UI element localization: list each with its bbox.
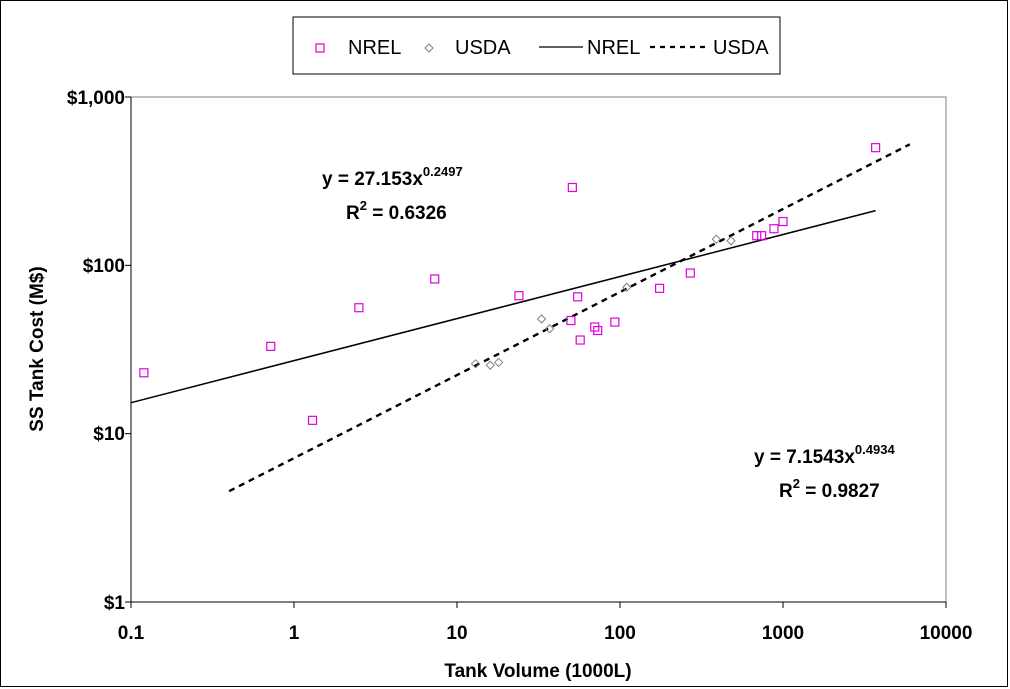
nrel-point — [610, 317, 620, 327]
y-tick-label: $100 — [83, 256, 125, 277]
nrel-point — [593, 325, 603, 336]
usda-r-squared: R2 = 0.9827 — [779, 476, 880, 502]
y-tick-label: $1,000 — [67, 88, 125, 109]
x-axis-title: Tank Volume (1000L) — [444, 661, 631, 682]
nrel-point — [567, 182, 577, 193]
nrel-point — [514, 291, 524, 301]
nrel-trendline — [130, 209, 876, 404]
nrel-point — [575, 335, 585, 345]
nrel-point — [778, 216, 788, 227]
nrel-r-squared: R2 = 0.6326 — [346, 198, 447, 224]
nrel-point — [266, 341, 276, 351]
nrel-point — [757, 231, 767, 241]
legend: NREL USDA NREL USDA — [292, 16, 781, 75]
usda-equation: y = 7.1543x0.4934 — [754, 442, 895, 468]
nrel-point — [655, 283, 665, 293]
usda-point — [622, 282, 632, 293]
y-tick-label: $10 — [93, 424, 125, 445]
x-tick-label: 1 — [289, 623, 300, 644]
legend-usda-marker — [424, 43, 434, 53]
nrel-point — [871, 143, 881, 153]
nrel-point — [752, 231, 762, 241]
plot-area — [130, 96, 947, 603]
usda-point — [485, 360, 495, 370]
axis-ticks — [125, 96, 947, 608]
nrel-point — [354, 303, 364, 313]
legend-nrel-trend-label: NREL — [587, 37, 640, 59]
usda-point — [470, 359, 481, 369]
nrel-point — [769, 224, 779, 234]
x-tick-label: 0.1 — [118, 623, 145, 644]
nrel-point — [430, 274, 440, 284]
nrel-point — [139, 368, 149, 378]
y-axis-title: SS Tank Cost (M$) — [27, 266, 48, 431]
nrel-equation: y = 27.153x0.2497 — [322, 164, 463, 190]
usda-point — [726, 236, 736, 246]
x-tick-label: 1000 — [762, 623, 804, 644]
usda-point — [493, 357, 504, 368]
legend-usda-trend-label: USDA — [713, 37, 769, 59]
x-tick-label: 100 — [604, 623, 636, 644]
legend-nrel-points-label: NREL — [348, 37, 401, 59]
x-tick-label: 10000 — [920, 623, 973, 644]
usda-point — [544, 324, 555, 334]
nrel-point — [307, 415, 318, 425]
data-points — [139, 143, 881, 425]
legend-nrel-marker — [315, 43, 325, 53]
y-tick-label: $1 — [104, 593, 126, 614]
nrel-point — [573, 292, 583, 302]
nrel-point — [685, 268, 695, 278]
legend-box — [292, 16, 781, 75]
legend-usda-points-label: USDA — [455, 37, 511, 59]
nrel-point — [566, 315, 576, 326]
usda-point — [711, 234, 722, 244]
usda-point — [536, 314, 547, 324]
trendlines — [130, 143, 911, 493]
x-tick-label: 10 — [446, 623, 467, 644]
